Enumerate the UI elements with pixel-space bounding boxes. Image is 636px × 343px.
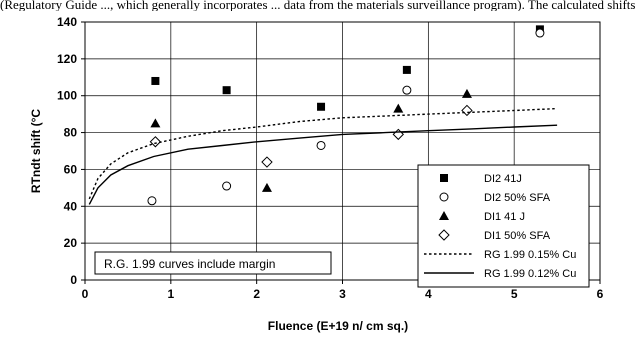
- y-tick-label: 120: [57, 52, 77, 66]
- legend-label: DI2 50% SFA: [484, 192, 551, 204]
- y-tick-label: 100: [57, 89, 77, 103]
- legend-marker-swatch: [439, 211, 449, 220]
- data-point: [222, 181, 232, 191]
- legend-item: DI1 50% SFA: [438, 229, 551, 242]
- data-point: [461, 88, 472, 98]
- data-point: [261, 156, 273, 168]
- legend-marker-swatch: [439, 192, 449, 202]
- legend-label: DI1 41 J: [484, 211, 525, 223]
- legend-item: DI2 41J: [440, 173, 522, 185]
- legend-item: RG 1.99 0.15% Cu: [424, 249, 576, 261]
- series-line: [88, 124, 558, 205]
- x-tick-label: 5: [511, 287, 518, 301]
- data-point: [261, 182, 272, 192]
- legend: DI2 41J DI2 50% SFA DI1 41 J DI1 50% SFA RG …: [417, 164, 590, 288]
- series-rg-1-99-0-12-cu: [88, 124, 558, 205]
- annotation-text: R.G. 1.99 curves include margin: [104, 257, 275, 271]
- data-point: [147, 196, 157, 206]
- legend-marker-swatch: [440, 174, 448, 182]
- top-text-fragment: (Regulatory Guide ..., which generally i…: [0, 0, 636, 11]
- legend-item: DI2 50% SFA: [439, 192, 551, 204]
- x-tick-label: 6: [597, 287, 604, 301]
- legend-box: [417, 164, 590, 288]
- data-point: [317, 102, 326, 111]
- data-point: [393, 103, 404, 113]
- series-di2-50-sfa: [147, 28, 545, 206]
- y-tick-label: 20: [64, 236, 78, 250]
- annotation-box: [94, 251, 332, 275]
- data-point: [149, 136, 162, 148]
- data-point: [316, 140, 326, 150]
- x-tick-label: 4: [425, 287, 432, 301]
- legend-label: DI2 41J: [484, 173, 522, 185]
- x-tick-label: 1: [167, 287, 174, 301]
- data-point: [402, 85, 412, 95]
- legend-label: RG 1.99 0.15% Cu: [484, 249, 576, 261]
- x-tick-label: 3: [339, 287, 346, 301]
- y-tick-label: 0: [70, 273, 77, 287]
- data-point: [535, 28, 545, 38]
- legend-marker-swatch: [438, 229, 450, 241]
- data-point: [151, 76, 160, 85]
- x-tick-label: 2: [253, 287, 260, 301]
- y-tick-label: 40: [64, 199, 78, 213]
- data-point: [402, 65, 411, 74]
- legend-label: RG 1.99 0.12% Cu: [484, 268, 576, 280]
- data-point: [150, 118, 161, 128]
- legend-item: DI1 41 J: [439, 211, 525, 223]
- x-tick-label: 0: [82, 287, 89, 301]
- y-tick-label: 140: [57, 15, 77, 29]
- y-tick-label: 80: [64, 126, 78, 140]
- x-axis-label: Fluence (E+19 n/ cm sq.): [268, 319, 408, 333]
- legend-label: DI1 50% SFA: [484, 230, 551, 242]
- legend-item: RG 1.99 0.12% Cu: [424, 268, 576, 280]
- y-axis-label: RTndt shift (°C: [29, 109, 43, 193]
- series-di1-41-j: [150, 88, 472, 192]
- series-layer: [88, 25, 558, 206]
- y-tick-label: 60: [64, 162, 78, 176]
- data-point: [222, 86, 231, 95]
